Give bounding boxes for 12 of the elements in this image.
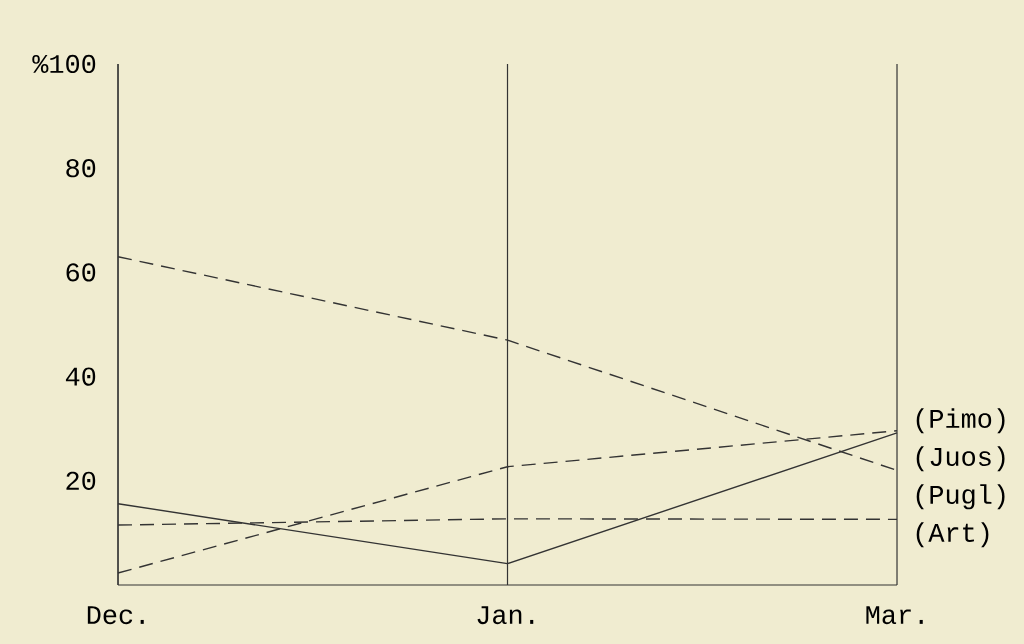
y-tick-label: 20 [66,471,96,490]
x-tick-label: Mar. [866,606,923,625]
series-label: (Pugl) [916,484,1005,510]
y-tick-label: 80 [66,159,96,178]
y-tick-label: %100 [32,54,96,74]
y-tick-label: 60 [66,263,96,282]
x-tick-label: Jan. [477,606,534,625]
y-tick-label: 40 [65,367,96,386]
series-label: (Juos) [916,446,1005,472]
series-label: (Pimo) [916,408,1005,434]
series-label: (Art) [916,522,989,548]
x-tick-label: Dec. [87,606,144,625]
